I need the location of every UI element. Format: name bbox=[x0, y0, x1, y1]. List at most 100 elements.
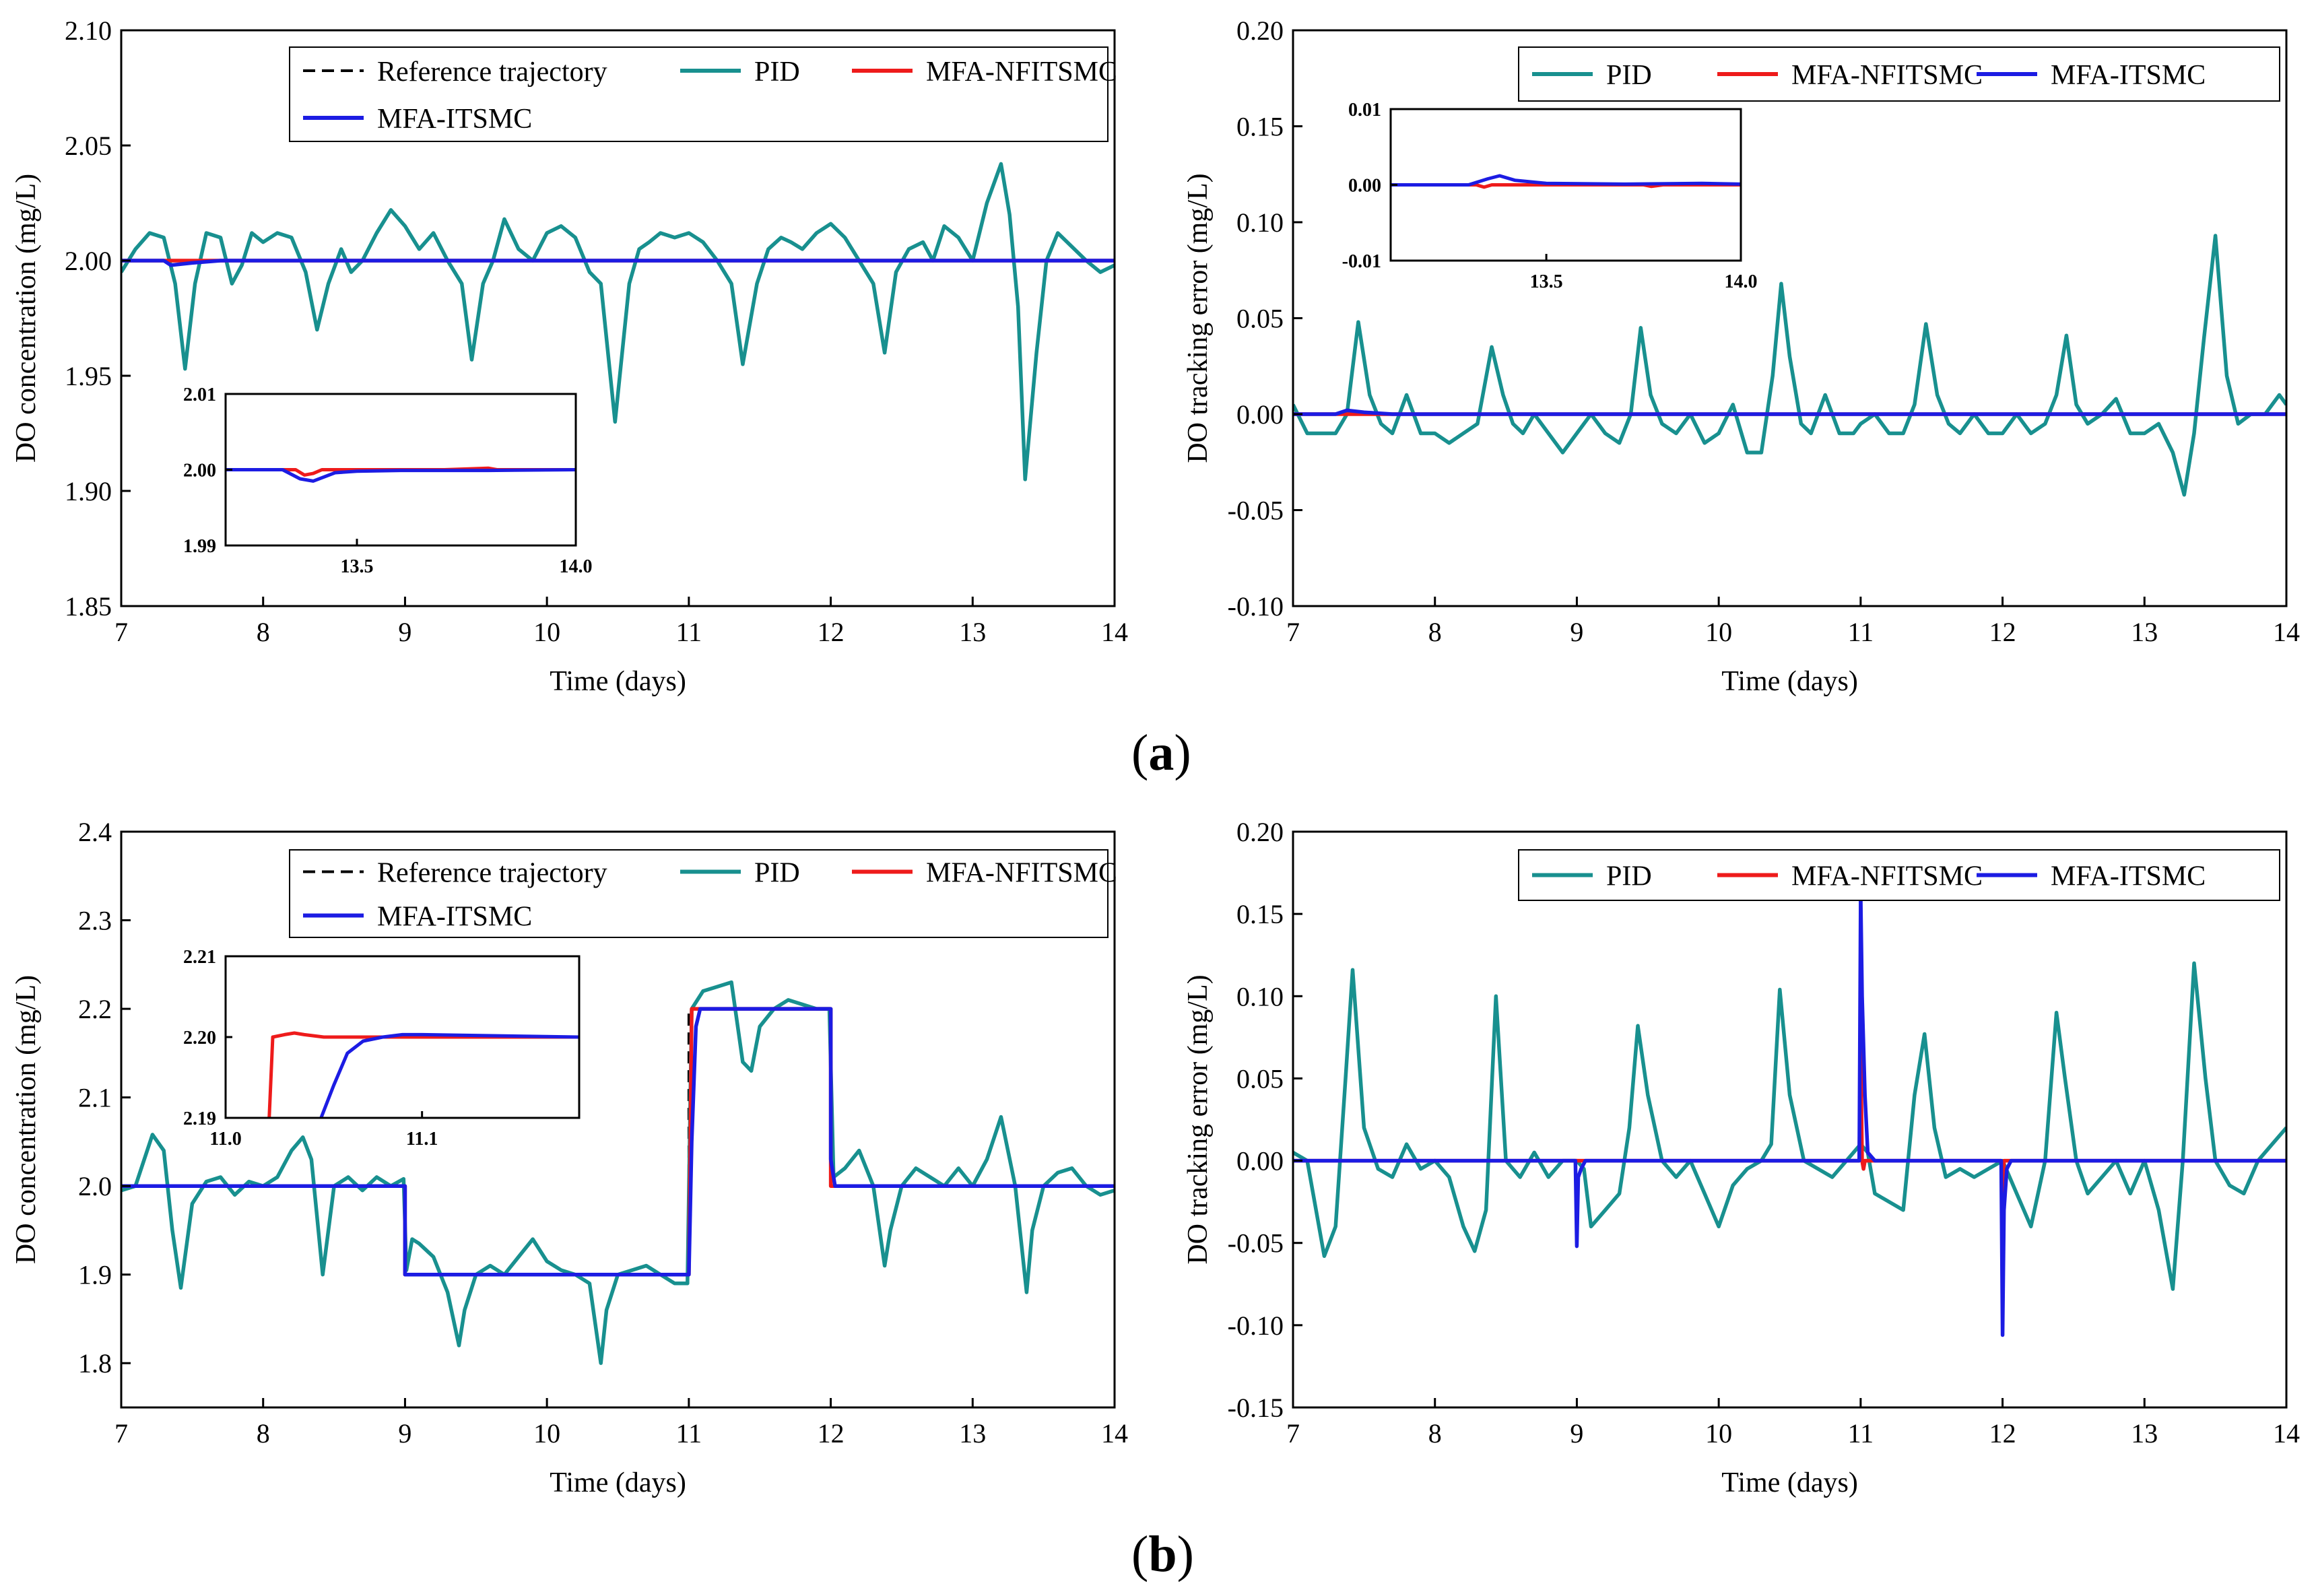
a-conc-frame bbox=[120, 29, 1116, 607]
b-err-series-group bbox=[1293, 892, 2286, 1337]
a-err-inset-y-tick-label: 0.01 bbox=[1348, 100, 1381, 121]
b-err-y-tick-label: 0.10 bbox=[1236, 981, 1284, 1011]
a-err-x-tick-label: 12 bbox=[1989, 617, 2016, 647]
a-conc-legend-label-reference-trajectory: Reference trajectory bbox=[377, 57, 607, 88]
b-conc-x-tick-label: 9 bbox=[398, 1418, 411, 1449]
a-conc-y-tick-label: 2.00 bbox=[65, 246, 112, 276]
a-err-x-tick-label: 8 bbox=[1428, 617, 1442, 647]
b-conc-inset: 11.0 11.1 2.19 2.20 2.21 bbox=[183, 947, 581, 1150]
a-err-y-tick-label: 0.20 bbox=[1236, 15, 1284, 46]
b-conc-legend-label-reference-trajectory: Reference trajectory bbox=[377, 858, 607, 889]
chart-b-tracking-error: 7 8 9 10 11 12 13 14 -0.15 -0.10 -0.05 0.00 0.05 0.10… bbox=[1183, 817, 2300, 1498]
b-conc-x-tick-label: 13 bbox=[959, 1418, 986, 1449]
a-err-x-tick-label: 13 bbox=[2131, 617, 2158, 647]
a-err-inset-x-tick-label: 13.5 bbox=[1530, 271, 1563, 292]
a-err-inset-series-group bbox=[1391, 174, 1741, 189]
a-err-series-pid bbox=[1293, 234, 2286, 497]
a-conc-y-tick-label: 1.90 bbox=[65, 476, 112, 506]
a-err-y-tick-label: 0.00 bbox=[1236, 399, 1284, 430]
b-conc-x-tick-label: 10 bbox=[533, 1418, 560, 1449]
a-err-x-tick-label: 11 bbox=[1848, 617, 1874, 647]
a-conc-x-tick-label: 13 bbox=[959, 617, 986, 647]
b-conc-series-mfa-itsmc bbox=[121, 1007, 1115, 1277]
b-conc-y-axis-label: DO concentration (mg/L) bbox=[11, 975, 42, 1264]
b-err-y-tick-label: 0.00 bbox=[1236, 1146, 1284, 1176]
a-conc-x-tick-label: 10 bbox=[533, 617, 560, 647]
a-err-inset-x-tick-label: 14.0 bbox=[1725, 271, 1758, 292]
a-err-legend-label-mfa-itsmc: MFA-ITSMC bbox=[2051, 60, 2206, 91]
b-conc-y-tick-label: 2.2 bbox=[78, 994, 112, 1024]
a-conc-x-tick-label: 8 bbox=[257, 617, 270, 647]
a-conc-y-tick-label: 1.95 bbox=[65, 361, 112, 391]
a-err-x-tick-label: 7 bbox=[1286, 617, 1300, 647]
panel-label-b: (b) bbox=[1131, 1526, 1194, 1583]
a-err-legend-label-mfa-nfitsmc: MFA-NFITSMC bbox=[1791, 60, 1983, 91]
a-conc-legend-label-mfa-nfitsmc: MFA-NFITSMC bbox=[926, 57, 1117, 88]
a-conc-legend-label-mfa-itsmc: MFA-ITSMC bbox=[377, 104, 532, 135]
a-err-x-tick-label: 14 bbox=[2273, 617, 2300, 647]
b-err-x-tick-label: 11 bbox=[1848, 1418, 1874, 1449]
a-err-y-tick-label: 0.15 bbox=[1236, 112, 1284, 142]
b-conc-y-tick-label: 2.4 bbox=[78, 817, 112, 847]
a-conc-y-tick-label: 2.10 bbox=[65, 15, 112, 46]
chart-b-concentration: 7 8 9 10 11 12 13 14 1.8 1.9 2.0 2.1 2.2 2.3 2.4 Time (… bbox=[11, 817, 1128, 1498]
b-conc-x-tick-label: 7 bbox=[114, 1418, 128, 1449]
a-err-y-tick-label: 0.10 bbox=[1236, 207, 1284, 238]
a-conc-inset-series-mfa-itsmc bbox=[226, 468, 576, 483]
b-err-x-tick-label: 13 bbox=[2131, 1418, 2158, 1449]
a-conc-x-tick-label: 14 bbox=[1101, 617, 1128, 647]
a-conc-inset: 13.5 14.0 1.99 2.00 2.01 bbox=[183, 385, 593, 577]
a-conc-legend-label-pid: PID bbox=[754, 57, 800, 88]
b-err-y-tick-label: -0.05 bbox=[1228, 1228, 1284, 1259]
b-conc-inset-y-tick-label: 2.21 bbox=[183, 947, 216, 968]
b-conc-legend-label-pid: PID bbox=[754, 858, 800, 889]
a-err-inset-series-mfa-nfitsmc bbox=[1391, 183, 1741, 189]
b-conc-y-tick-label: 2.1 bbox=[78, 1083, 112, 1113]
a-conc-y-axis-label: DO concentration (mg/L) bbox=[11, 174, 42, 463]
a-err-x-tick-label: 10 bbox=[1705, 617, 1732, 647]
a-conc-inset-y-tick-label: 1.99 bbox=[183, 536, 216, 557]
b-err-x-tick-label: 8 bbox=[1428, 1418, 1442, 1449]
b-conc-inset-x-tick-label: 11.0 bbox=[209, 1129, 241, 1150]
a-err-y-axis-label: DO tracking error (mg/L) bbox=[1183, 173, 1214, 463]
b-conc-inset-series-mfa-itsmc bbox=[319, 1032, 579, 1118]
b-err-series-pid bbox=[1293, 961, 2286, 1291]
a-conc-series-mfa-itsmc bbox=[121, 259, 1115, 267]
b-conc-series-pid bbox=[121, 980, 1115, 1365]
b-err-y-tick-label: -0.15 bbox=[1228, 1393, 1284, 1423]
b-conc-series-group bbox=[121, 980, 1115, 1365]
a-err-y-tick-label: -0.05 bbox=[1228, 496, 1284, 526]
a-conc-series-pid bbox=[121, 162, 1115, 481]
a-conc-x-tick-label: 11 bbox=[676, 617, 702, 647]
a-conc-x-tick-label: 7 bbox=[114, 617, 128, 647]
a-conc-series-group bbox=[121, 162, 1115, 481]
a-conc-x-axis-label: Time (days) bbox=[550, 666, 686, 697]
b-err-x-tick-label: 12 bbox=[1989, 1418, 2016, 1449]
a-err-x-axis-label: Time (days) bbox=[1721, 666, 1858, 697]
a-err-inset-series-mfa-itsmc bbox=[1391, 174, 1741, 187]
b-conc-inset-series-group bbox=[267, 1031, 579, 1118]
a-err-legend-box bbox=[1518, 46, 2280, 102]
a-err-series-mfa-itsmc bbox=[1293, 408, 2286, 416]
a-err-legend-label-pid: PID bbox=[1606, 60, 1652, 91]
b-err-series-mfa-nfitsmc bbox=[1293, 1046, 2286, 1196]
b-conc-y-tick-label: 2.0 bbox=[78, 1171, 112, 1201]
b-conc-legend-label-mfa-nfitsmc: MFA-NFITSMC bbox=[926, 858, 1117, 889]
a-err-y-tick-label: -0.10 bbox=[1228, 591, 1284, 622]
a-conc-inset-y-tick-label: 2.01 bbox=[183, 385, 216, 405]
b-conc-legend-box bbox=[289, 849, 1109, 938]
b-conc-x-axis-label: Time (days) bbox=[550, 1467, 686, 1498]
b-conc-inset-y-tick-label: 2.20 bbox=[183, 1028, 216, 1049]
a-conc-inset-y-tick-label: 2.00 bbox=[183, 460, 216, 481]
b-err-series-mfa-itsmc bbox=[1293, 892, 2286, 1337]
a-conc-x-tick-label: 12 bbox=[818, 617, 845, 647]
b-err-legend-label-pid: PID bbox=[1606, 861, 1652, 892]
b-err-y-tick-label: -0.10 bbox=[1228, 1310, 1284, 1341]
b-err-x-tick-label: 14 bbox=[2273, 1418, 2300, 1449]
b-err-legend-label-mfa-itsmc: MFA-ITSMC bbox=[2051, 861, 2206, 892]
b-err-y-tick-label: 0.20 bbox=[1236, 817, 1284, 847]
b-conc-x-tick-label: 11 bbox=[676, 1418, 702, 1449]
b-err-legend-label-mfa-nfitsmc: MFA-NFITSMC bbox=[1791, 861, 1983, 892]
panel-label-a: (a) bbox=[1131, 725, 1191, 781]
